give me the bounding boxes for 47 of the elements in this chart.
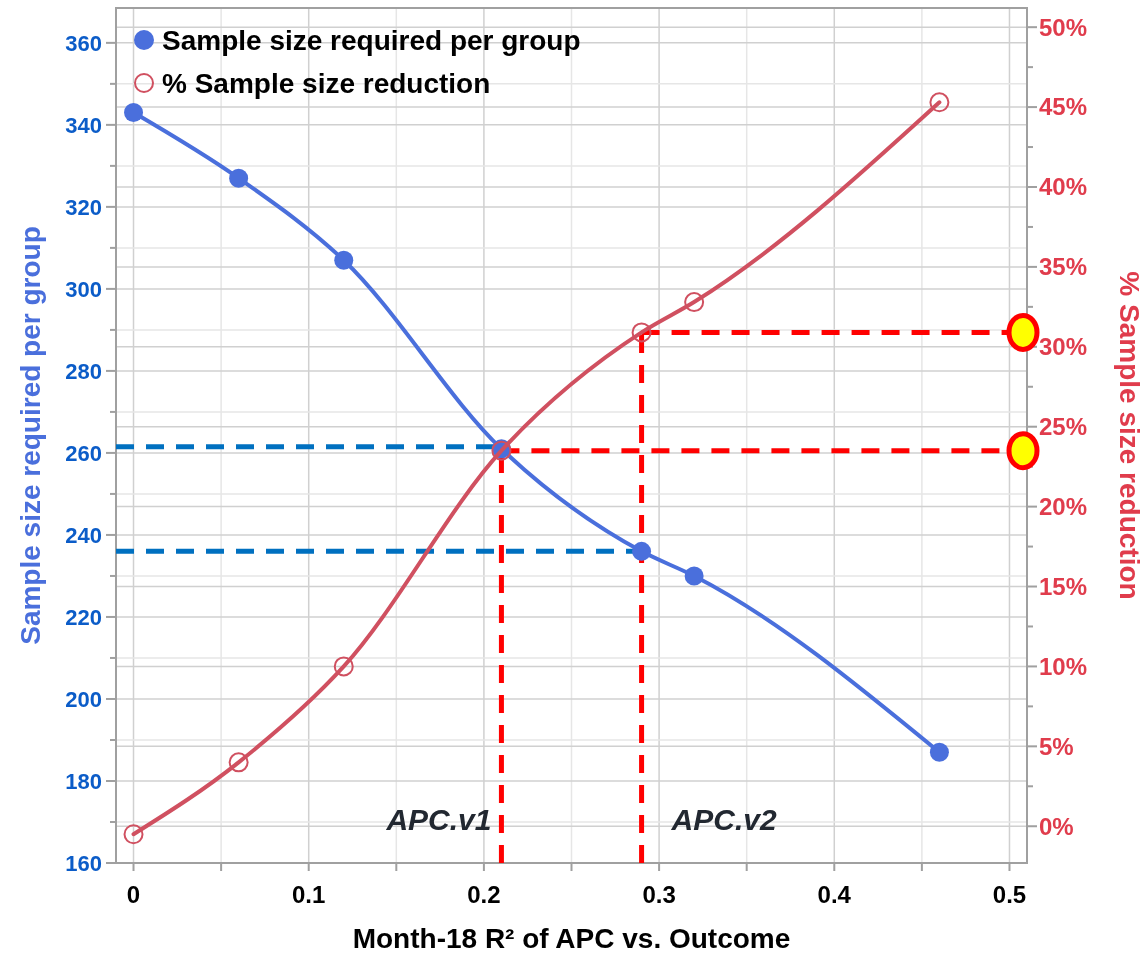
point [123,824,144,845]
y-tick-label: 260 [65,440,102,466]
point [333,656,354,677]
y2-tick-label: 10% [1039,652,1088,680]
point [929,742,949,762]
annotation: APC.v1 [385,803,492,837]
y-tick-label: 200 [65,686,102,712]
y-tick-label: 240 [65,522,102,548]
y-tick-label: 160 [65,850,102,876]
annotation: APC.v2 [670,803,777,837]
y-tick-label: 180 [65,768,102,794]
y2-tick-label: 50% [1039,13,1088,41]
point [632,541,652,561]
x-tick-label: 0.4 [817,881,852,908]
y-tick-label: 300 [65,276,102,302]
point [631,322,652,343]
y2-tick-label: 35% [1039,253,1088,281]
y2-axis-title: % Sample size reduction [1114,271,1145,600]
y2-tick-label: 25% [1039,413,1088,441]
y-axis-title: Sample size required per group [15,226,46,645]
y-tick-label: 320 [65,194,102,220]
x-tick-label: 0.5 [992,881,1027,908]
point [228,752,249,773]
y2-tick-label: 40% [1039,173,1088,201]
y-tick-label: 360 [65,30,102,56]
y2-tick-label: 0% [1039,812,1074,840]
y-tick-label: 220 [65,604,102,630]
x-tick-label: 0 [126,881,141,908]
y-tick-label: 280 [65,358,102,384]
legend-label: Sample size required per group [162,24,581,56]
point [124,103,144,123]
legend-label: % Sample size reduction [162,67,491,99]
point [684,292,705,313]
y2-tick-label: 15% [1039,572,1088,600]
y-tick-label: 340 [65,112,102,138]
point [929,92,950,113]
point [684,566,704,586]
y2-tick-label: 20% [1039,493,1088,521]
x-tick-label: 0.3 [642,881,676,908]
x-axis-title: Month-18 R² of APC vs. Outcome [352,923,791,954]
y2-tick-label: 5% [1039,732,1074,760]
point [334,250,354,270]
y2-tick-label: 30% [1039,333,1088,361]
point [229,168,249,188]
x-tick-label: 0.2 [467,881,501,908]
y2-tick-label: 45% [1039,93,1088,121]
x-tick-label: 0.1 [292,881,326,908]
